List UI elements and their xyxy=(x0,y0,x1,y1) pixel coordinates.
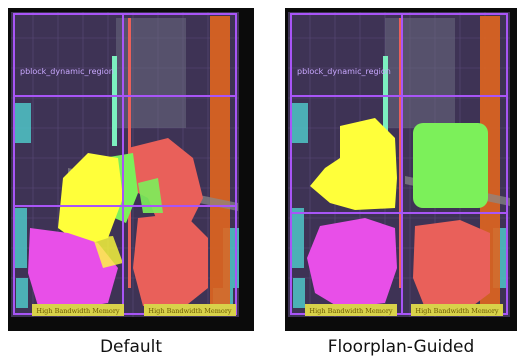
yellow-cluster xyxy=(58,153,123,246)
green-route-line xyxy=(112,56,117,146)
hbm-label-right: High Bandwidth Memory xyxy=(415,307,499,315)
region-label: pblock_dynamic_region xyxy=(297,67,391,76)
yellow-cluster xyxy=(310,118,397,210)
caption-floorplan-guided: Floorplan-Guided xyxy=(327,337,475,357)
red-route-line xyxy=(399,18,402,288)
hbm-label-right: High Bandwidth Memory xyxy=(148,307,232,315)
red-cluster-bottom xyxy=(133,213,208,308)
caption-default: Default xyxy=(99,337,163,357)
static-region xyxy=(116,18,186,128)
hbm-bar-right xyxy=(411,304,503,316)
red-cluster xyxy=(413,220,490,308)
yellow-fringe xyxy=(93,236,123,268)
hbm-bar-left xyxy=(32,304,124,316)
hbm-bar-left xyxy=(305,304,397,316)
region-outlines xyxy=(290,13,508,315)
green-route-line xyxy=(383,56,388,146)
floorplan-guided-placement-svg: pblock_dynamic_region High Bandwidth Mem… xyxy=(288,12,510,317)
hbm-label-left: High Bandwidth Memory xyxy=(36,307,120,315)
default-placement-svg: pblock_dynamic_region High Bandwidth Mem… xyxy=(11,12,239,317)
hbm-label-left: High Bandwidth Memory xyxy=(309,307,393,315)
green-cluster xyxy=(413,123,488,208)
io-column xyxy=(210,16,230,311)
region-label: pblock_dynamic_region xyxy=(20,67,114,76)
green-cluster-small xyxy=(138,178,163,213)
static-region xyxy=(385,18,455,128)
region-outlines xyxy=(13,13,237,315)
floorplan-guided-placement-image: pblock_dynamic_region High Bandwidth Mem… xyxy=(285,8,517,331)
hbm-bar-right xyxy=(144,304,236,316)
default-placement-image: pblock_dynamic_region High Bandwidth Mem… xyxy=(8,8,254,331)
magenta-cluster xyxy=(28,228,118,308)
magenta-cluster xyxy=(307,218,397,308)
